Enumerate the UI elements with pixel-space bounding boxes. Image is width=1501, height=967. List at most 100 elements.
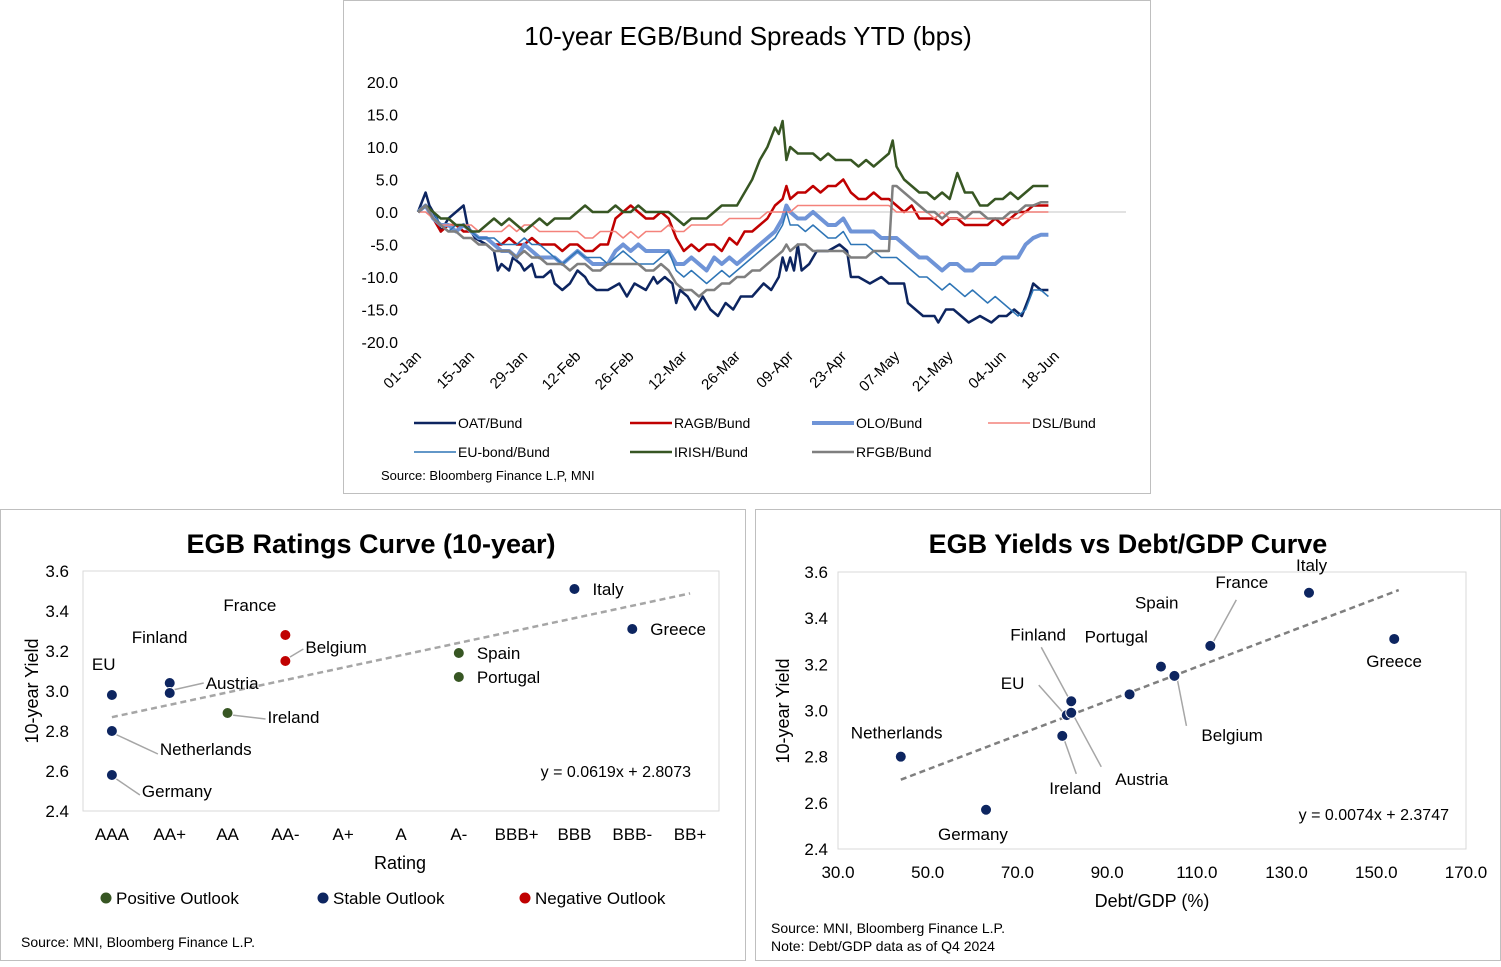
point-spain: Spain [452, 644, 520, 663]
legend-item-dsl-bund: DSL/Bund [988, 415, 1096, 431]
y-tick-label: 20.0 [367, 75, 398, 92]
legend-label: EU-bond/Bund [458, 444, 550, 460]
point-marker [279, 629, 292, 641]
point-marker [452, 647, 465, 659]
y-tick-label: 3.4 [804, 609, 828, 628]
debt-chart: EGB Yields vs Debt/GDP Curve 2.4 2.6 2.8 3.… [771, 529, 1487, 954]
x-tick-label: 26-Feb [592, 348, 638, 394]
legend-swatch [317, 892, 329, 904]
legend-item-rfgb-bund: RFGB/Bund [812, 444, 931, 460]
point-finland: Finland [1010, 625, 1078, 708]
point-label: Italy [1296, 556, 1328, 575]
legend-label: Positive Outlook [116, 889, 239, 908]
point-marker [163, 677, 176, 689]
x-tick-label: 150.0 [1355, 863, 1398, 882]
point-marker [1056, 729, 1069, 742]
y-tick-label: 2.4 [804, 840, 828, 859]
y-axis: 2.4 2.6 2.8 3.0 3.2 3.4 3.6 [45, 562, 69, 821]
x-tick-label: BB+ [674, 825, 707, 844]
point-italy: Italy [1296, 556, 1328, 599]
x-tick-label: 30.0 [821, 863, 854, 882]
series-line-irish-bund [417, 119, 1049, 233]
point-ireland: Ireland [1049, 729, 1101, 798]
spreads-chart-panel: 10-year EGB/Bund Spreads YTD (bps) 20.0 1… [343, 0, 1151, 494]
point-portugal: Portugal [1085, 627, 1148, 701]
point-label: Ireland [1049, 779, 1101, 798]
point-finland: Finland [132, 628, 188, 689]
trend-equation: y = 0.0074x + 2.3747 [1299, 807, 1449, 824]
point-marker [1388, 632, 1401, 645]
series-lines [416, 119, 1049, 324]
point-label: Greece [1366, 652, 1422, 671]
x-tick-label: BBB [557, 825, 591, 844]
y-tick-label: 3.6 [45, 562, 69, 581]
legend-item-oat-bund: OAT/Bund [414, 415, 522, 431]
point-marker [1065, 695, 1078, 708]
debt-chart-title: EGB Yields vs Debt/GDP Curve [929, 529, 1328, 559]
point-italy: Italy [568, 580, 624, 599]
y-axis: 20.0 15.0 10.0 5.0 0.0 -5.0 -10.0 -15.0 -20.0 [362, 75, 399, 352]
point-label: France [1215, 573, 1268, 592]
y-tick-label: -15.0 [362, 303, 399, 320]
point-germany: Germany [105, 769, 212, 801]
point-spain: Spain [1135, 594, 1178, 673]
x-tick-label: A+ [333, 825, 354, 844]
label-leader [1212, 599, 1237, 643]
legend: Positive Outlook Stable Outlook Negative O… [100, 889, 666, 908]
trend-equation: y = 0.0619x + 2.8073 [541, 764, 691, 781]
x-axis: 30.0 50.0 70.0 90.0 110.0 130.0 150.0 170.0 [821, 863, 1487, 882]
x-tick-label: BBB+ [495, 825, 539, 844]
label-leader [114, 733, 159, 755]
point-marker [568, 583, 581, 595]
point-marker [1303, 586, 1315, 599]
spreads-chart-title: 10-year EGB/Bund Spreads YTD (bps) [524, 21, 972, 51]
point-label: Austria [1115, 770, 1168, 789]
scatter-points: Netherlands Germany Ireland EU Finland Austri… [851, 556, 1422, 844]
point-marker [105, 769, 118, 781]
legend-label: RAGB/Bund [674, 415, 750, 431]
x-tick-label: AA- [271, 825, 299, 844]
point-label: Finland [1010, 625, 1066, 644]
point-france: France [223, 596, 292, 641]
x-tick-label: 70.0 [1001, 863, 1034, 882]
point-eu: EU [92, 655, 118, 701]
spreads-chart: 10-year EGB/Bund Spreads YTD (bps) 20.0 1… [362, 21, 1126, 483]
x-tick-label: AAA [95, 825, 130, 844]
point-greece: Greece [626, 620, 706, 639]
point-label: Finland [132, 628, 188, 647]
x-tick-label: 170.0 [1445, 863, 1488, 882]
point-marker [1168, 669, 1181, 682]
point-france: France [1204, 573, 1268, 652]
legend-swatch [519, 892, 531, 904]
y-axis-label: 10-year Yield [22, 638, 42, 743]
x-tick-label: 07-May [856, 347, 904, 395]
legend: OAT/Bund RAGB/Bund OLO/Bund DSL/Bund EU-bond… [414, 415, 1096, 460]
y-axis-label: 10-year Yield [773, 658, 793, 763]
series-line-ragb-bund [417, 178, 1049, 253]
x-tick-label: A- [450, 825, 467, 844]
x-tick-label: 110.0 [1176, 863, 1217, 882]
point-label: Austria [206, 674, 259, 693]
y-axis: 2.4 2.6 2.8 3.0 3.2 3.4 3.6 [804, 563, 828, 859]
trendline [111, 592, 691, 719]
label-leader [1063, 739, 1077, 775]
ratings-source: Source: MNI, Bloomberg Finance L.P. [21, 934, 255, 950]
x-tick-label: 130.0 [1265, 863, 1308, 882]
point-label: Netherlands [160, 740, 252, 759]
point-label: Portugal [1085, 627, 1148, 646]
legend-label: Stable Outlook [333, 889, 445, 908]
point-marker [279, 655, 292, 667]
legend-item-olo-bund: OLO/Bund [812, 415, 922, 431]
y-tick-label: 3.2 [804, 655, 828, 674]
y-tick-label: 2.8 [804, 748, 828, 767]
point-label: Belgium [305, 638, 366, 657]
point-germany: Germany [938, 803, 1008, 844]
y-tick-label: 2.6 [804, 794, 828, 813]
point-austria: Austria [163, 674, 259, 699]
ratings-chart-panel: EGB Ratings Curve (10-year) 2.4 2.6 2.8 3.0… [0, 509, 746, 961]
legend-label: Negative Outlook [535, 889, 666, 908]
plot-frame [837, 571, 1467, 850]
legend-label: RFGB/Bund [856, 444, 931, 460]
label-leader [1038, 684, 1064, 713]
x-tick-label: 23-Apr [806, 348, 850, 392]
